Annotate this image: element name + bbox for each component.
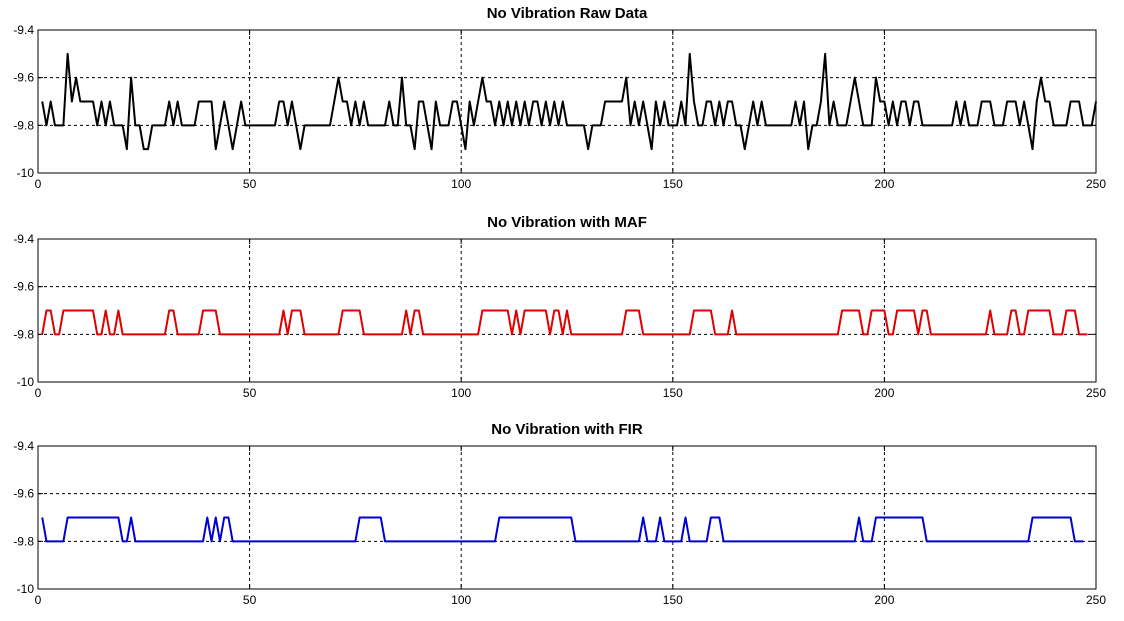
y-tick-label: -10 bbox=[17, 166, 35, 180]
chart-panel-2: 0 50 100 150 200 250 -9.4 -9.6 -9.8 -10 No Vibrati… bbox=[13, 214, 1106, 400]
y-tick-label: -9.6 bbox=[13, 71, 34, 85]
chart-panel-3: 0 50 100 150 200 250 -9.4 -9.6 -9.8 -10 No Vibrati… bbox=[13, 421, 1106, 607]
x-tick-label: 50 bbox=[243, 177, 257, 191]
chart-title: No Vibration with FIR bbox=[491, 421, 643, 438]
chart-title: No Vibration with MAF bbox=[487, 214, 647, 231]
x-tick-label: 50 bbox=[243, 386, 257, 400]
series-line bbox=[41, 309, 1088, 336]
y-tick-label: -9.4 bbox=[13, 439, 34, 453]
series-line bbox=[41, 516, 1084, 543]
x-tick-label: 150 bbox=[663, 177, 683, 191]
chart-title: No Vibration Raw Data bbox=[487, 5, 648, 22]
y-tick-label: -9.6 bbox=[13, 487, 34, 501]
x-tick-label: 0 bbox=[35, 386, 42, 400]
axes-frame bbox=[37, 238, 1097, 383]
y-tick-label: -10 bbox=[17, 375, 35, 389]
axes-frame bbox=[37, 445, 1097, 590]
x-tick-label: 50 bbox=[243, 593, 257, 607]
x-tick-label: 100 bbox=[451, 386, 471, 400]
y-tick-label: -9.8 bbox=[13, 118, 34, 132]
x-tick-label: 250 bbox=[1086, 177, 1106, 191]
x-tick-label: 200 bbox=[874, 386, 894, 400]
x-tick-label: 150 bbox=[663, 593, 683, 607]
x-tick-label: 100 bbox=[451, 593, 471, 607]
plot-area bbox=[38, 30, 1096, 173]
y-tick-label: -9.4 bbox=[13, 23, 34, 37]
y-tick-label: -9.4 bbox=[13, 232, 34, 246]
y-tick-label: -9.8 bbox=[13, 534, 34, 548]
y-tick-label: -10 bbox=[17, 582, 35, 596]
x-tick-label: 0 bbox=[35, 593, 42, 607]
x-tick-label: 200 bbox=[874, 593, 894, 607]
series-line bbox=[41, 52, 1097, 151]
x-tick-label: 250 bbox=[1086, 386, 1106, 400]
y-tick-label: -9.8 bbox=[13, 327, 34, 341]
x-tick-label: 150 bbox=[663, 386, 683, 400]
x-tick-label: 200 bbox=[874, 177, 894, 191]
x-tick-label: 100 bbox=[451, 177, 471, 191]
y-tick-label: -9.6 bbox=[13, 280, 34, 294]
chart-panel-1: 0 50 100 150 200 250 -9.4 -9.6 -9.8 -10 No Vibrati… bbox=[13, 5, 1106, 191]
x-tick-label: 0 bbox=[35, 177, 42, 191]
x-tick-label: 250 bbox=[1086, 593, 1106, 607]
